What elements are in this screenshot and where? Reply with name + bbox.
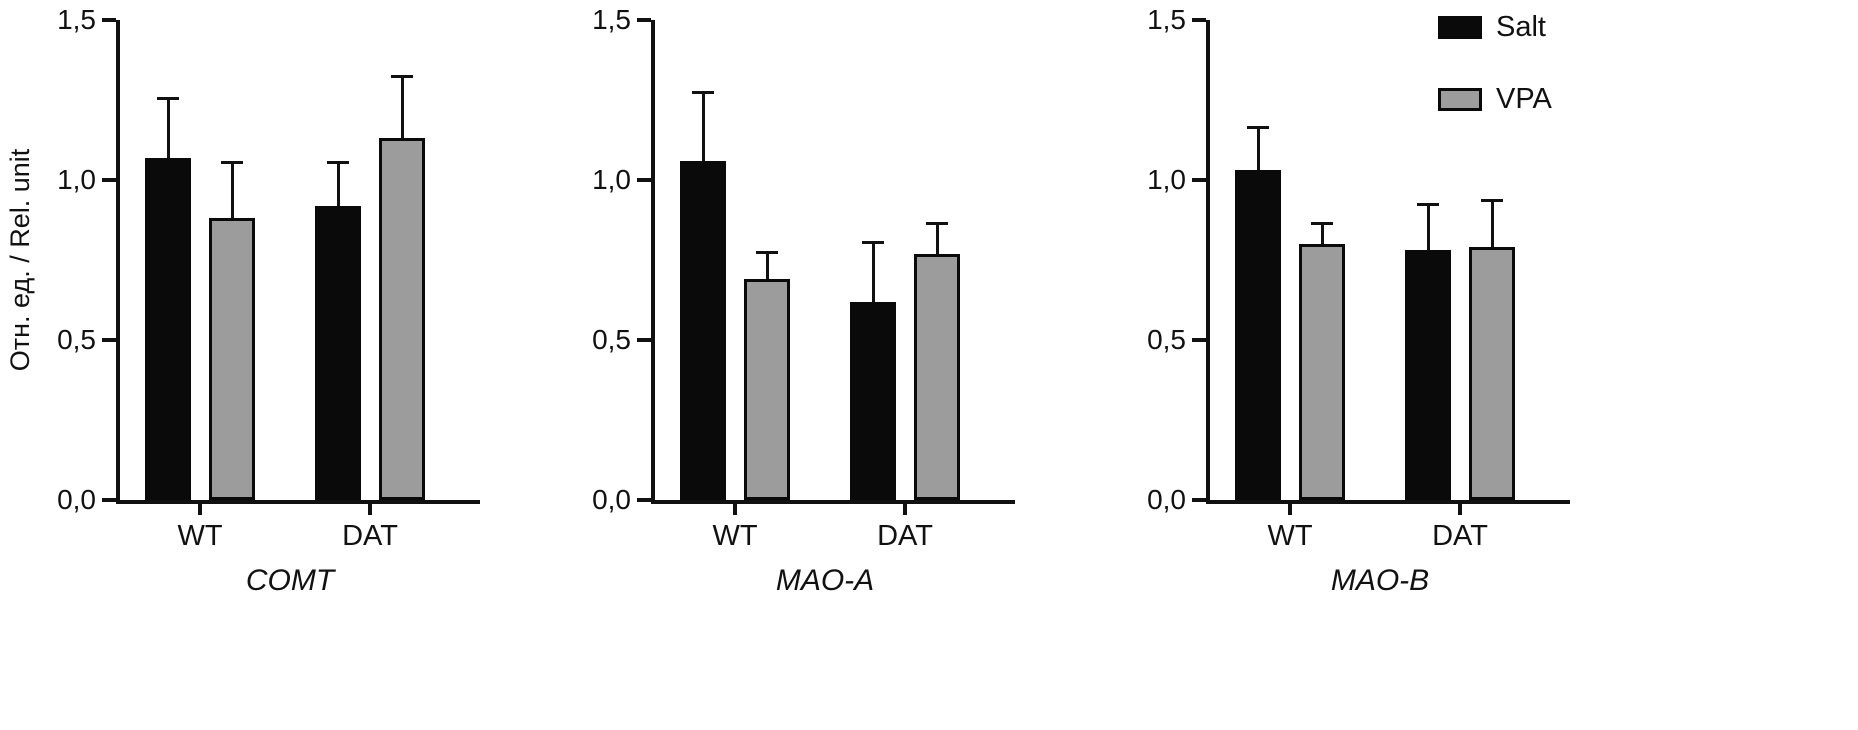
- bar-vpa-dat: [379, 138, 425, 500]
- legend-item-salt: Salt: [1438, 12, 1552, 42]
- plot-area-mao-b: [1206, 20, 1570, 504]
- error-bar-stem: [336, 164, 340, 206]
- y-tick: [102, 178, 116, 182]
- error-bar-stem: [1320, 224, 1324, 244]
- y-tick-label: 0,0: [1147, 484, 1186, 515]
- y-tick: [102, 498, 116, 502]
- error-bar-vpa-wt: [1311, 221, 1333, 244]
- y-tick: [637, 18, 651, 22]
- y-tick-label: 1,5: [57, 4, 96, 35]
- error-bar-stem: [166, 100, 170, 158]
- error-bar-vpa-dat: [926, 221, 948, 254]
- bar-salt-wt: [1235, 170, 1281, 500]
- error-bar-stem: [1490, 202, 1494, 248]
- bar-salt-dat: [315, 205, 361, 500]
- error-bar-stem: [935, 224, 939, 254]
- plot-area-mao-a: [651, 20, 1015, 504]
- error-bar-salt-wt: [157, 97, 179, 158]
- y-axis-label: Отн. ед. / Rel. unit: [5, 148, 35, 372]
- bar-salt-wt: [680, 160, 726, 500]
- error-bar-salt-wt: [692, 90, 714, 161]
- x-tick-label-dat: DAT: [877, 520, 933, 552]
- error-bar-stem: [765, 253, 769, 280]
- bar-salt-dat: [1405, 250, 1451, 500]
- chart-title-mao-a: MAO-A: [775, 564, 875, 597]
- y-tick-label: 1,5: [1147, 4, 1186, 35]
- error-bar-stem: [1426, 205, 1430, 251]
- error-bar-salt-wt: [1247, 125, 1269, 171]
- x-tick-label-dat: DAT: [1432, 520, 1488, 552]
- y-tick: [637, 498, 651, 502]
- y-tick-label: 1,5: [592, 4, 631, 35]
- error-bar-salt-dat: [327, 161, 349, 206]
- legend: Salt VPA: [1438, 12, 1552, 156]
- legend-swatch-salt: [1438, 15, 1482, 39]
- error-bar-salt-dat: [862, 241, 884, 302]
- bar-vpa-dat: [1469, 247, 1515, 500]
- chart-panel-comt: Отн. ед. / Rel. unit 0,0 0,5 1,0 1,5 WT DAT COM…: [0, 0, 560, 690]
- y-tick-label: 1,0: [1147, 164, 1186, 195]
- bar-salt-wt: [145, 157, 191, 500]
- chart-panel-mao-a: 0,0 0,5 1,0 1,5 WT DAT MAO-A: [535, 0, 1095, 690]
- error-bar-stem: [1256, 128, 1260, 171]
- x-tick-label-dat: DAT: [342, 520, 398, 552]
- y-tick-label: 1,0: [57, 164, 96, 195]
- error-bar-stem: [701, 93, 705, 161]
- y-tick: [102, 18, 116, 22]
- error-bar-vpa-wt: [221, 161, 243, 219]
- error-bar-stem: [871, 244, 875, 302]
- bar-salt-dat: [850, 301, 896, 500]
- bar-vpa-wt: [209, 218, 255, 500]
- error-bar-vpa-wt: [756, 250, 778, 280]
- x-tick: [1288, 504, 1292, 515]
- x-tick-label-wt: WT: [712, 520, 758, 552]
- legend-swatch-vpa: [1438, 87, 1482, 111]
- error-bar-stem: [400, 77, 404, 139]
- legend-label-vpa: VPA: [1496, 83, 1552, 115]
- y-tick: [102, 338, 116, 342]
- x-tick-label-wt: WT: [177, 520, 223, 552]
- error-bar-vpa-dat: [1481, 199, 1503, 248]
- y-tick: [1192, 178, 1206, 182]
- y-tick-label: 0,0: [592, 484, 631, 515]
- bar-vpa-wt: [744, 279, 790, 500]
- y-tick-label: 0,5: [592, 324, 631, 355]
- y-tick: [1192, 498, 1206, 502]
- error-bar-vpa-dat: [391, 74, 413, 139]
- y-tick-label: 1,0: [592, 164, 631, 195]
- error-bar-stem: [230, 164, 234, 219]
- chart-panel-mao-b: 0,0 0,5 1,0 1,5 WT DAT MAO-B: [1090, 0, 1650, 690]
- x-tick: [198, 504, 202, 515]
- x-tick: [1458, 504, 1462, 515]
- legend-item-vpa: VPA: [1438, 84, 1552, 114]
- y-tick-label: 0,0: [57, 484, 96, 515]
- chart-title-comt: COMT: [245, 564, 335, 597]
- bar-vpa-dat: [914, 253, 960, 500]
- x-tick: [903, 504, 907, 515]
- y-tick: [637, 338, 651, 342]
- y-tick: [1192, 18, 1206, 22]
- chart-title-mao-b: MAO-B: [1330, 564, 1430, 597]
- y-tick: [1192, 338, 1206, 342]
- y-tick: [637, 178, 651, 182]
- x-tick: [733, 504, 737, 515]
- x-tick-label-wt: WT: [1267, 520, 1313, 552]
- y-tick-label: 0,5: [57, 324, 96, 355]
- plot-area-comt: [116, 20, 480, 504]
- error-bar-salt-dat: [1417, 202, 1439, 251]
- legend-label-salt: Salt: [1496, 11, 1546, 43]
- y-tick-label: 0,5: [1147, 324, 1186, 355]
- x-tick: [368, 504, 372, 515]
- bar-vpa-wt: [1299, 244, 1345, 500]
